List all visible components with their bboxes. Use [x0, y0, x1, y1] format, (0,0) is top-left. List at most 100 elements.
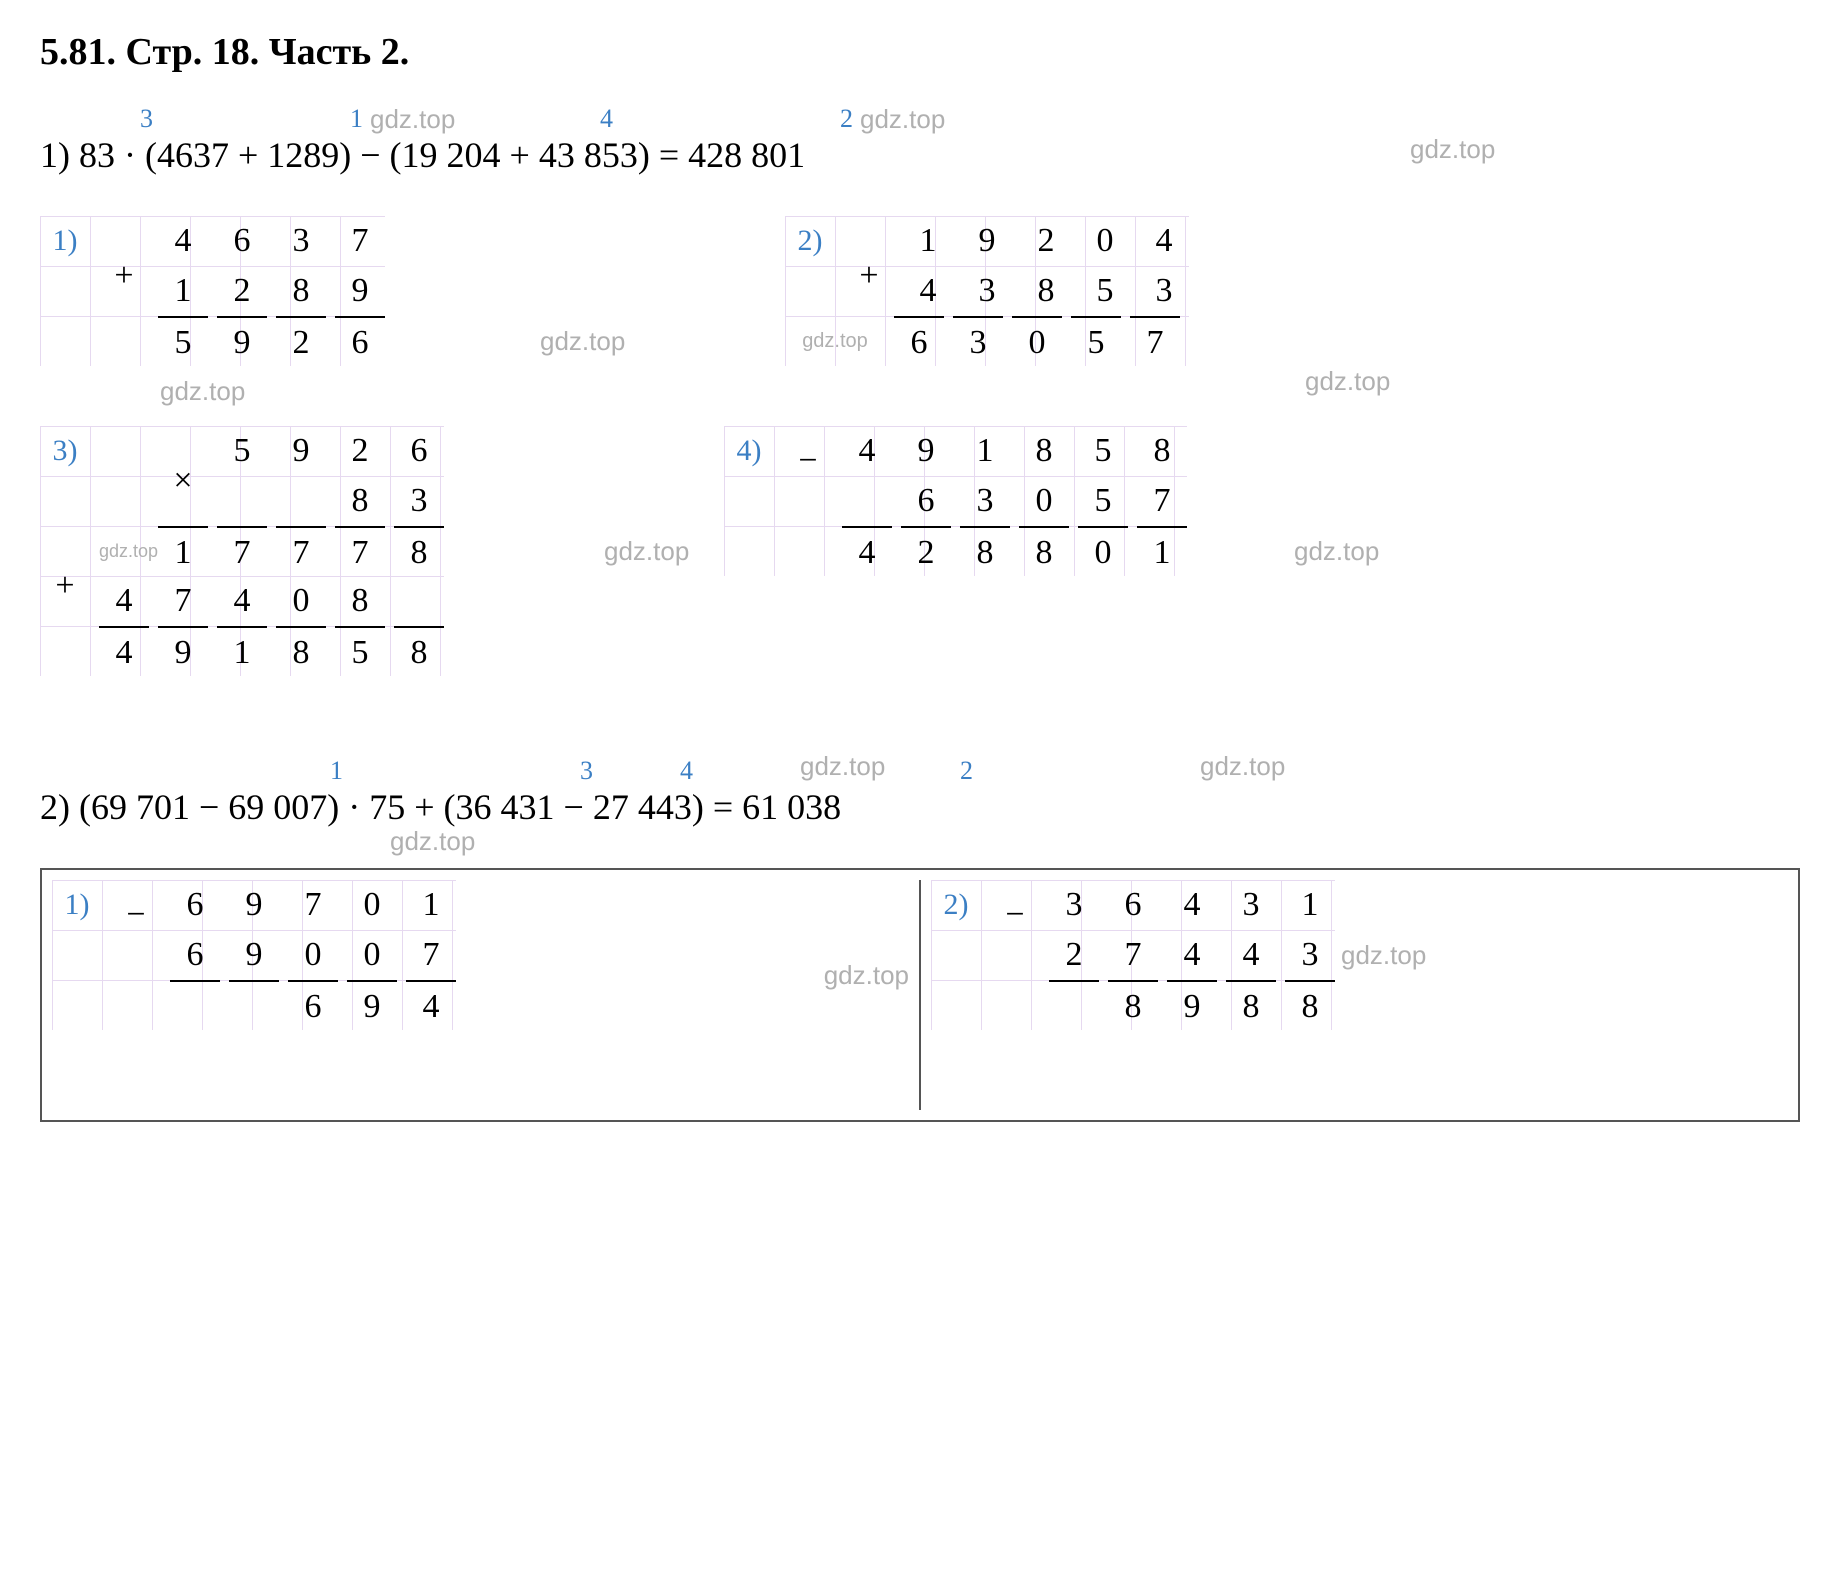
step-label: 2) — [931, 880, 981, 930]
problem1-expression: 1) 83 · (4637 + 1289) − (19 204 + 43 853… — [40, 135, 805, 175]
plus-icon: + — [844, 266, 894, 316]
digit: 8 — [394, 626, 444, 676]
digit: 0 — [1078, 526, 1128, 576]
digit: 6 — [1108, 880, 1158, 930]
digit: 4 — [842, 526, 892, 576]
watermark: gdz.top — [1341, 940, 1426, 971]
digit: 3 — [1139, 266, 1189, 316]
digit: 9 — [1167, 980, 1217, 1030]
problem1-calc-row1: 1) 4 6 3 7 + 1 2 8 9 5 9 2 6 — [40, 216, 1801, 366]
sup-1: 1 — [350, 104, 363, 134]
digit: 4 — [1167, 930, 1217, 980]
digit: 6 — [170, 930, 220, 980]
digit: 1 — [406, 880, 456, 930]
calc-grid: 2) 1 9 2 0 4 + 4 3 8 5 3 gdz.top 6 3 — [785, 216, 1189, 366]
digit: 4 — [158, 216, 208, 266]
digit: 2 — [335, 426, 385, 476]
digit: 5 — [1078, 476, 1128, 526]
digit: 0 — [1019, 476, 1069, 526]
digit: 9 — [276, 426, 326, 476]
blank — [52, 930, 102, 980]
blank — [931, 930, 981, 980]
digit: 8 — [276, 626, 326, 676]
digit: 0 — [347, 880, 397, 930]
blank — [99, 426, 149, 476]
watermark: gdz.top — [800, 751, 885, 782]
problem2-expression-line: 1 3 4 gdz.top 2 gdz.top 2) (69 701 − 69 … — [40, 756, 1801, 828]
digit: 0 — [276, 576, 326, 626]
digit: 4 — [217, 576, 267, 626]
blank — [40, 316, 90, 366]
watermark: gdz.top — [1294, 536, 1379, 567]
watermark: gdz.top — [1410, 134, 1495, 165]
watermark: gdz.top — [99, 526, 149, 576]
digit: 8 — [394, 526, 444, 576]
minus-icon: − — [990, 880, 1040, 930]
digit: 7 — [1137, 476, 1187, 526]
minus-icon: − — [111, 880, 161, 930]
plus-icon: + — [40, 576, 90, 626]
sup-4: 4 — [680, 756, 693, 786]
watermark: gdz.top — [1305, 366, 1390, 397]
step-label: 4) — [724, 426, 774, 476]
calc-grid: 1) − 6 9 7 0 1 6 9 0 0 7 — [52, 880, 456, 1030]
digit: 8 — [1226, 980, 1276, 1030]
digit — [170, 980, 220, 1030]
watermark: gdz.top — [370, 104, 455, 135]
digit: 6 — [901, 476, 951, 526]
digit: 8 — [960, 526, 1010, 576]
step-label: 2) — [785, 216, 835, 266]
calc-step3: 3) 5 9 2 6 × 8 3 gdz.top 1 7 — [40, 426, 444, 676]
calc-grid: 1) 4 6 3 7 + 1 2 8 9 5 9 2 6 — [40, 216, 385, 366]
blank — [724, 526, 774, 576]
sup-1: 1 — [330, 756, 343, 786]
digit: 9 — [901, 426, 951, 476]
digit: 4 — [1139, 216, 1189, 266]
digit: 9 — [217, 316, 267, 366]
digit: 8 — [1021, 266, 1071, 316]
digit: 6 — [217, 216, 267, 266]
blank — [40, 476, 90, 526]
digit: 5 — [1071, 316, 1121, 366]
watermark: gdz.top — [604, 536, 689, 567]
digit: 9 — [158, 626, 208, 676]
digit: 7 — [276, 526, 326, 576]
blank — [52, 980, 102, 1030]
digit: 9 — [335, 266, 385, 316]
digit: 5 — [335, 626, 385, 676]
sup-3: 3 — [140, 104, 153, 134]
blank — [785, 266, 835, 316]
blank — [783, 526, 833, 576]
sup-4: 4 — [600, 104, 613, 134]
digit: 2 — [1021, 216, 1071, 266]
digit: 1 — [903, 216, 953, 266]
digit — [217, 476, 267, 526]
blank — [724, 476, 774, 526]
digit: 6 — [394, 426, 444, 476]
digit: 2 — [276, 316, 326, 366]
blank — [111, 980, 161, 1030]
digit: 7 — [335, 216, 385, 266]
digit — [276, 476, 326, 526]
calc-step4: gdz.top 4) − 4 9 1 8 5 8 6 3 0 5 7 — [724, 426, 1187, 576]
digit: 9 — [962, 216, 1012, 266]
blank — [931, 980, 981, 1030]
digit: 2 — [217, 266, 267, 316]
digit: 4 — [842, 426, 892, 476]
watermark: gdz.top — [860, 104, 945, 135]
digit: 8 — [335, 576, 385, 626]
calc-grid: 3) 5 9 2 6 × 8 3 gdz.top 1 7 — [40, 426, 444, 676]
digit: 7 — [158, 576, 208, 626]
blank — [783, 476, 833, 526]
digit: 1 — [1137, 526, 1187, 576]
digit: 7 — [335, 526, 385, 576]
digit: 0 — [1012, 316, 1062, 366]
digit: 8 — [1019, 426, 1069, 476]
watermark: gdz.top — [160, 376, 245, 407]
problem1-calc-row2: 3) 5 9 2 6 × 8 3 gdz.top 1 7 — [40, 426, 1801, 676]
blank — [990, 930, 1040, 980]
digit: 6 — [894, 316, 944, 366]
digit: 5 — [1080, 266, 1130, 316]
blank — [40, 266, 90, 316]
calc-grid: 2) − 3 6 4 3 1 2 7 4 4 3 8 — [931, 880, 1335, 1030]
